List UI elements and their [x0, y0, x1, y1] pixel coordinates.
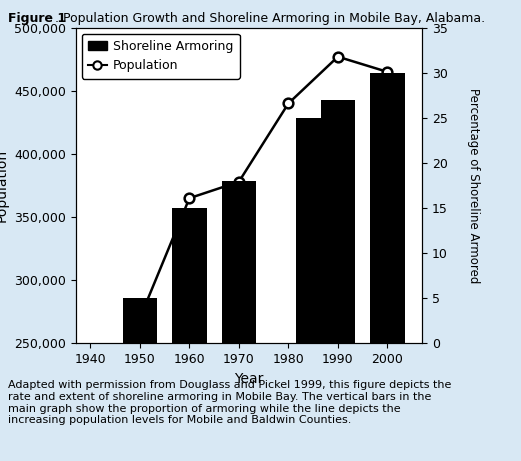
Text: Adapted with permission from Douglass and Pickel 1999, this figure depicts the
r: Adapted with permission from Douglass an…	[8, 380, 451, 425]
Y-axis label: Percentage of Shoreline Armored: Percentage of Shoreline Armored	[467, 88, 480, 283]
Bar	[370, 73, 405, 343]
Bar	[172, 208, 207, 343]
Text: Figure 1: Figure 1	[8, 12, 66, 24]
Bar	[320, 100, 355, 343]
Legend: Shoreline Armoring, Population: Shoreline Armoring, Population	[82, 34, 240, 79]
Bar	[296, 118, 330, 343]
Text: . Population Growth and Shoreline Armoring in Mobile Bay, Alabama.: . Population Growth and Shoreline Armori…	[55, 12, 485, 24]
Bar	[122, 298, 157, 343]
Bar	[221, 181, 256, 343]
Y-axis label: Population: Population	[0, 149, 8, 222]
X-axis label: Year: Year	[234, 372, 264, 386]
